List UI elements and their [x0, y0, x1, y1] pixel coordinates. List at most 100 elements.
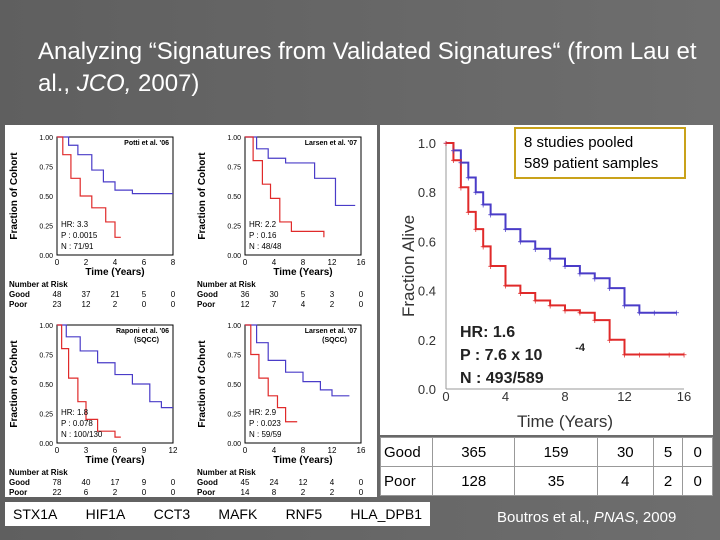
mini-ytick: 0.50: [39, 382, 53, 389]
mini-risk-cell: 17: [111, 478, 120, 487]
mini-xlabel: Time (Years): [273, 267, 332, 278]
mini-ytick: 0.00: [227, 253, 241, 260]
gene-label: HLA_DPB1: [350, 506, 422, 522]
mini-risk-cell: 12: [241, 300, 250, 309]
mini-n: N : 48/48: [249, 242, 282, 251]
mini-risk-poor-label: Poor: [197, 300, 215, 309]
mini-risk-cell: 78: [53, 478, 62, 487]
mini-xtick: 3: [84, 446, 89, 455]
mini-risk-cell: 0: [359, 488, 364, 497]
main-ytick: 0.2: [418, 333, 436, 348]
mini-risk-title: Number at Risk: [9, 280, 68, 289]
mini-xtick: 12: [328, 446, 337, 455]
mini-xtick: 4: [113, 258, 118, 267]
risk-label-good: Good: [380, 437, 433, 467]
mini-good-curve: [57, 324, 173, 409]
mini-xtick: 0: [243, 446, 248, 455]
mini-ytick: 1.00: [227, 323, 241, 330]
mini-risk-good-label: Good: [9, 290, 30, 299]
mini-risk-cell: 2: [113, 300, 118, 309]
mini-xtick: 8: [171, 258, 176, 267]
mini-risk-cell: 24: [270, 478, 279, 487]
censor-mark: +: [443, 139, 449, 150]
mini-xtick: 8: [301, 258, 306, 267]
mini-hr: HR: 2.2: [249, 220, 277, 229]
mini-ytick: 0.25: [227, 224, 241, 231]
risk-cell: 0: [682, 437, 713, 467]
mini-xtick: 4: [272, 446, 277, 455]
censor-mark: +: [532, 245, 538, 256]
censor-mark: +: [562, 262, 568, 273]
mini-xtick: 12: [328, 258, 337, 267]
mini-risk-cell: 48: [53, 290, 62, 299]
slide-title: Analyzing “Signatures from Validated Sig…: [38, 36, 698, 100]
main-n: N : 493/589: [460, 370, 544, 387]
censor-mark: +: [458, 159, 464, 170]
main-xtick: 12: [617, 389, 631, 404]
citation: Boutros et al., PNAS, 2009: [497, 509, 676, 526]
main-hr: HR: 1.6: [460, 324, 515, 341]
mini-poor-curve: [57, 324, 121, 438]
mini-poor-curve: [245, 136, 325, 238]
main-xtick: 4: [502, 389, 509, 404]
mini-xtick: 12: [169, 446, 178, 455]
mini-ytick: 0.00: [39, 441, 53, 448]
censor-mark: +: [503, 225, 509, 236]
censor-mark: +: [577, 309, 583, 320]
citation-year: , 2009: [634, 509, 677, 526]
mini-ytick: 1.00: [39, 135, 53, 142]
main-ytick: 1.0: [418, 136, 436, 151]
mini-xlabel: Time (Years): [273, 455, 332, 466]
main-xtick: 8: [561, 389, 568, 404]
gene-list: STX1A HIF1A CCT3 MAFK RNF5 HLA_DPB1: [5, 502, 430, 526]
censor-mark: +: [473, 188, 479, 199]
main-good-curve: [446, 142, 677, 314]
censor-mark: +: [547, 255, 553, 266]
mini-p: P : 0.16: [249, 231, 277, 240]
mini-risk-cell: 0: [171, 488, 176, 497]
censor-mark: +: [636, 309, 642, 320]
mini-xtick: 8: [301, 446, 306, 455]
mini-ytick: 1.00: [39, 323, 53, 330]
mini-xtick: 16: [357, 258, 366, 267]
main-ytick: 0.4: [418, 284, 436, 299]
censor-mark: +: [488, 262, 494, 273]
mini-risk-title: Number at Risk: [9, 468, 68, 477]
mini-poor-curve: [57, 136, 121, 238]
mini-risk-cell: 0: [142, 300, 147, 309]
gene-label: MAFK: [218, 506, 258, 522]
mini-xtick: 6: [113, 446, 118, 455]
censor-mark: +: [480, 201, 486, 212]
mini-ylabel: Fraction of Cohort: [197, 152, 208, 240]
main-p: P : 7.6 x 10: [460, 347, 543, 364]
censor-mark: +: [473, 225, 479, 236]
mini-risk-cell: 2: [330, 488, 335, 497]
mini-n: N : 59/59: [249, 430, 282, 439]
risk-cell: 365: [431, 437, 516, 467]
gene-label: CCT3: [153, 506, 191, 522]
main-poor-curve: [446, 142, 684, 356]
mini-risk-cell: 2: [301, 488, 306, 497]
mini-ytick: 0.00: [227, 441, 241, 448]
mini-risk-cell: 22: [53, 488, 62, 497]
mini-xtick: 2: [84, 258, 89, 267]
risk-cell: 128: [431, 466, 516, 496]
main-xtick: 16: [677, 389, 691, 404]
mini-ytick: 0.25: [39, 412, 53, 419]
mini-risk-cell: 8: [272, 488, 277, 497]
mini-risk-cell: 4: [301, 300, 306, 309]
title-journal: JCO,: [76, 70, 132, 97]
mini-ytick: 0.50: [227, 382, 241, 389]
mini-good-curve: [245, 324, 350, 397]
risk-cell: 4: [596, 466, 654, 496]
censor-mark: +: [517, 237, 523, 248]
censor-mark: +: [607, 336, 613, 347]
mini-risk-good-label: Good: [197, 290, 218, 299]
mini-ylabel: Fraction of Cohort: [197, 340, 208, 428]
risk-cell: 159: [514, 437, 598, 467]
censor-mark: +: [592, 274, 598, 285]
censor-mark: +: [622, 351, 628, 362]
mini-hr: HR: 2.9: [249, 408, 277, 417]
